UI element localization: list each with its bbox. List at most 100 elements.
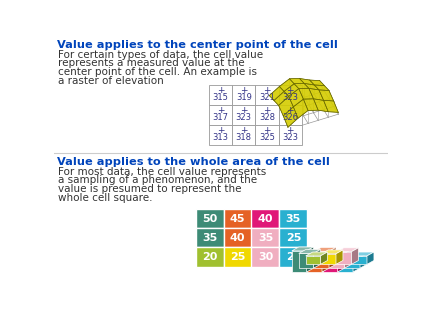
Polygon shape bbox=[336, 248, 358, 252]
Bar bbox=[278, 125, 301, 145]
Text: 40: 40 bbox=[257, 214, 273, 224]
Text: value is presumed to represent the: value is presumed to represent the bbox=[58, 184, 241, 194]
Polygon shape bbox=[337, 251, 344, 272]
Bar bbox=[209, 125, 232, 145]
Bar bbox=[255, 105, 278, 125]
Text: represents a measured value at the: represents a measured value at the bbox=[58, 58, 244, 69]
Text: +: + bbox=[216, 86, 224, 95]
Polygon shape bbox=[321, 249, 328, 272]
Bar bbox=[232, 125, 255, 145]
Text: 20: 20 bbox=[202, 252, 217, 262]
Bar bbox=[255, 125, 278, 145]
Text: a raster of elevation: a raster of elevation bbox=[58, 76, 163, 86]
Polygon shape bbox=[336, 252, 350, 264]
Polygon shape bbox=[293, 99, 307, 118]
Bar bbox=[278, 85, 301, 105]
Bar bbox=[251, 209, 279, 228]
Polygon shape bbox=[303, 99, 317, 110]
Text: 35: 35 bbox=[257, 233, 273, 243]
Text: For certain types of data, the cell value: For certain types of data, the cell valu… bbox=[58, 50, 262, 60]
Text: +: + bbox=[263, 106, 270, 115]
Text: +: + bbox=[263, 126, 270, 135]
Bar bbox=[223, 209, 251, 228]
Polygon shape bbox=[351, 252, 373, 256]
Text: 323: 323 bbox=[235, 113, 251, 122]
Polygon shape bbox=[322, 255, 337, 272]
Polygon shape bbox=[323, 100, 338, 112]
Text: 317: 317 bbox=[212, 113, 228, 122]
Text: +: + bbox=[240, 106, 247, 115]
Polygon shape bbox=[352, 253, 359, 272]
Polygon shape bbox=[291, 247, 313, 251]
Bar bbox=[255, 85, 278, 105]
Polygon shape bbox=[291, 251, 306, 272]
Bar bbox=[251, 247, 279, 267]
Bar bbox=[251, 228, 279, 247]
Bar bbox=[195, 209, 223, 228]
Polygon shape bbox=[313, 247, 335, 251]
Text: 30: 30 bbox=[257, 252, 273, 262]
Polygon shape bbox=[298, 88, 313, 99]
Text: 45: 45 bbox=[229, 214, 245, 224]
Text: 323: 323 bbox=[282, 133, 298, 142]
Bar bbox=[223, 228, 251, 247]
Polygon shape bbox=[273, 91, 288, 105]
Text: 25: 25 bbox=[285, 233, 300, 243]
Text: +: + bbox=[263, 86, 270, 95]
Polygon shape bbox=[298, 253, 313, 268]
Bar bbox=[223, 247, 251, 267]
Text: 313: 313 bbox=[212, 133, 228, 142]
Polygon shape bbox=[351, 256, 366, 264]
Polygon shape bbox=[279, 79, 293, 91]
Polygon shape bbox=[299, 78, 313, 85]
Bar bbox=[209, 105, 232, 125]
Polygon shape bbox=[344, 258, 359, 268]
Polygon shape bbox=[318, 90, 333, 101]
Polygon shape bbox=[307, 253, 321, 272]
Text: Value applies to the center point of the cell: Value applies to the center point of the… bbox=[57, 39, 337, 50]
Polygon shape bbox=[306, 247, 313, 272]
Text: For most data, the cell value represents: For most data, the cell value represents bbox=[58, 166, 265, 177]
Polygon shape bbox=[344, 250, 350, 268]
Polygon shape bbox=[338, 253, 359, 257]
Polygon shape bbox=[308, 88, 323, 100]
Polygon shape bbox=[269, 86, 283, 100]
Polygon shape bbox=[313, 85, 328, 91]
Polygon shape bbox=[309, 80, 324, 86]
Polygon shape bbox=[338, 257, 352, 272]
Text: +: + bbox=[240, 126, 247, 135]
Text: 328: 328 bbox=[258, 113, 274, 122]
Text: 50: 50 bbox=[202, 214, 217, 224]
Polygon shape bbox=[329, 250, 350, 253]
Text: 321: 321 bbox=[258, 93, 274, 102]
Bar bbox=[279, 209, 307, 228]
Text: 318: 318 bbox=[235, 133, 251, 142]
Text: 35: 35 bbox=[285, 214, 300, 224]
Polygon shape bbox=[289, 78, 304, 84]
Polygon shape bbox=[366, 252, 373, 264]
Polygon shape bbox=[335, 250, 342, 264]
Polygon shape bbox=[293, 83, 308, 89]
Text: 319: 319 bbox=[235, 93, 251, 102]
Polygon shape bbox=[305, 256, 320, 264]
Polygon shape bbox=[283, 84, 298, 96]
Text: +: + bbox=[286, 86, 293, 95]
Polygon shape bbox=[278, 96, 293, 116]
Polygon shape bbox=[320, 252, 327, 264]
Polygon shape bbox=[320, 250, 342, 254]
Text: 325: 325 bbox=[258, 133, 274, 142]
Text: +: + bbox=[216, 106, 224, 115]
Polygon shape bbox=[298, 250, 320, 253]
Polygon shape bbox=[304, 83, 318, 90]
Polygon shape bbox=[344, 254, 366, 258]
Polygon shape bbox=[359, 254, 366, 268]
Bar bbox=[278, 105, 301, 125]
Polygon shape bbox=[350, 248, 358, 264]
Polygon shape bbox=[307, 249, 328, 253]
Text: Value applies to the whole area of the cell: Value applies to the whole area of the c… bbox=[57, 157, 329, 166]
Text: +: + bbox=[286, 126, 293, 135]
Text: 323: 323 bbox=[282, 93, 298, 102]
Text: 25: 25 bbox=[229, 252, 245, 262]
Text: 20: 20 bbox=[285, 252, 300, 262]
Polygon shape bbox=[313, 251, 328, 268]
